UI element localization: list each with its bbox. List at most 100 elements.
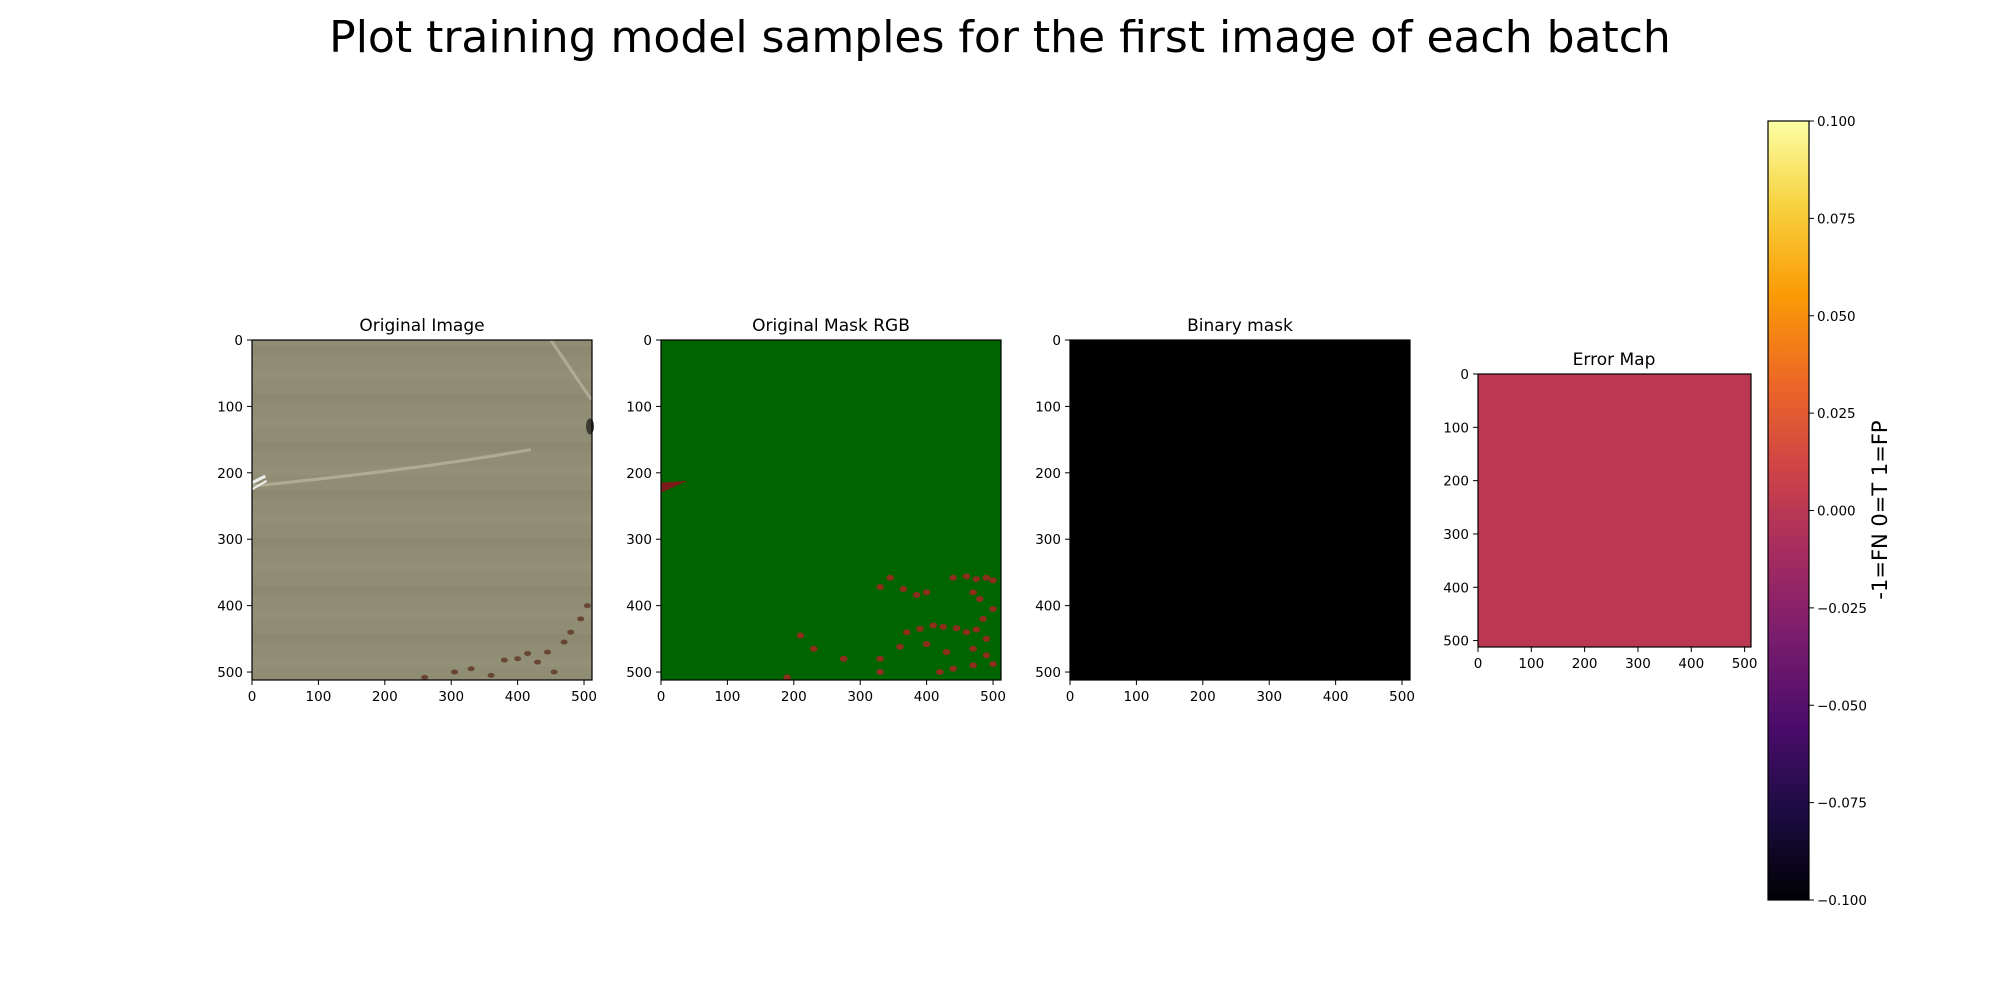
mask-blob	[876, 655, 884, 662]
texture-band	[252, 658, 592, 667]
mask-blob	[949, 665, 957, 672]
track-line	[549, 339, 593, 401]
x-tick-label: 300	[847, 689, 873, 705]
colorbar-tick-label: −0.100	[1817, 893, 1867, 909]
plot-frame	[1477, 373, 1752, 648]
y-tick-label: 500	[626, 665, 652, 681]
y-tick-label: 500	[1443, 634, 1469, 650]
mask-blob	[876, 669, 884, 676]
x-tick-label: 200	[372, 689, 398, 705]
colorbar-ticks: 0.100 0.075 0.050 0.025 0.000 −0.025 −0.050 −0.…	[1809, 114, 1867, 909]
mask-blob	[839, 655, 848, 662]
dark-patch	[500, 657, 508, 663]
x-tick-label: 200	[781, 689, 807, 705]
y-tick-label: 200	[1443, 474, 1469, 490]
figure-suptitle: Plot training model samples for the firs…	[329, 12, 1671, 63]
dark-patch	[544, 649, 552, 655]
plot-frame	[660, 339, 1002, 681]
axis-ticks: 0 100 200 300 400 500 0 100 200 300 400 500	[217, 333, 597, 705]
x-tick-label: 100	[1518, 656, 1544, 672]
y-tick-label: 400	[1443, 580, 1469, 596]
y-tick-label: 200	[217, 466, 243, 482]
y-tick-label: 0	[234, 333, 243, 349]
y-tick-label: 400	[1035, 599, 1061, 615]
y-tick-label: 0	[643, 333, 652, 349]
mask-blob	[975, 595, 984, 602]
binary-image	[1070, 340, 1410, 680]
mask-blob	[942, 649, 951, 656]
mask-blob	[896, 643, 904, 650]
dark-patch	[467, 666, 475, 672]
bright-streak	[251, 474, 266, 485]
mask-blob	[783, 674, 791, 681]
x-tick-label: 400	[1323, 689, 1349, 705]
mask-blob	[972, 626, 981, 633]
mask-blob	[886, 574, 894, 581]
mask-blob	[982, 652, 991, 659]
panel-title: Original Image	[359, 316, 484, 336]
y-tick-label: 500	[217, 665, 243, 681]
y-tick-label: 400	[217, 599, 243, 615]
dark-patch	[524, 650, 532, 656]
bright-streak	[251, 479, 268, 491]
y-tick-label: 200	[626, 466, 652, 482]
mask-blob	[929, 622, 938, 629]
colorbar: 0.100 0.075 0.050 0.025 0.000 −0.025 −0.050 −0.…	[1767, 114, 1892, 909]
x-tick-label: 100	[306, 689, 332, 705]
axis-ticks: 0 100 200 300 400 500 0 100 200 300 400 500	[1443, 367, 1757, 672]
dark-patch	[586, 418, 595, 435]
x-tick-label: 500	[571, 689, 597, 705]
y-tick-label: 300	[217, 532, 243, 548]
dark-patch	[577, 616, 585, 622]
dark-patch	[421, 674, 429, 680]
colorbar-label: -1=FN 0=T 1=FP	[1868, 420, 1892, 599]
y-tick-label: 500	[1035, 665, 1061, 681]
mask-blob	[922, 589, 931, 596]
mask-blob	[989, 661, 997, 668]
mask-blob	[962, 629, 971, 636]
photo-image	[251, 339, 595, 680]
mask-blob	[989, 605, 997, 612]
x-tick-label: 400	[914, 689, 940, 705]
y-tick-label: 100	[1035, 399, 1061, 415]
texture-band	[252, 418, 592, 427]
colorbar-tick-label: 0.000	[1817, 504, 1856, 520]
texture-band	[252, 610, 592, 619]
mask-blob	[972, 576, 981, 583]
y-tick-label: 400	[626, 599, 652, 615]
dark-patch	[560, 639, 568, 645]
x-tick-label: 0	[248, 689, 257, 705]
error-fill	[1478, 374, 1751, 647]
y-tick-label: 200	[1035, 466, 1061, 482]
texture-band	[252, 634, 592, 643]
colorbar-tick-label: −0.050	[1817, 698, 1867, 714]
x-tick-label: 500	[980, 689, 1006, 705]
mask-blob	[936, 669, 944, 676]
mask-blob	[912, 592, 921, 598]
mask-background	[661, 340, 1001, 680]
binary-fill	[1070, 340, 1410, 680]
colorbar-gradient	[1767, 120, 1810, 901]
panel-error-map: Error Map 0 100 200 300 400 500 0 100 200 300 400 5…	[1443, 350, 1757, 672]
dark-patch	[534, 659, 542, 665]
x-tick-label: 300	[1625, 656, 1651, 672]
mask-blob	[982, 574, 991, 581]
mask-blob	[982, 635, 991, 642]
mask-blob	[962, 573, 971, 580]
texture-band	[252, 466, 592, 475]
plot-frame	[251, 339, 593, 681]
x-tick-label: 400	[505, 689, 531, 705]
y-tick-label: 100	[626, 399, 652, 415]
x-tick-label: 500	[1389, 689, 1415, 705]
mask-blob	[969, 645, 977, 652]
mask-blob	[949, 574, 957, 581]
x-tick-label: 100	[1124, 689, 1150, 705]
panel-title: Error Map	[1573, 350, 1656, 370]
panel-title: Binary mask	[1187, 316, 1293, 336]
x-tick-label: 500	[1732, 656, 1758, 672]
panel-original-mask-rgb: Original Mask RGB 0 100 200 300 400 500 0 100 20…	[626, 316, 1006, 705]
panel-original-image: Original Image 0 100 200 300 400 500 0 100 200 30…	[217, 316, 597, 705]
colorbar-tick-label: 0.075	[1817, 211, 1856, 227]
mask-image	[661, 340, 1001, 681]
colorbar-tick-label: −0.025	[1817, 601, 1867, 617]
